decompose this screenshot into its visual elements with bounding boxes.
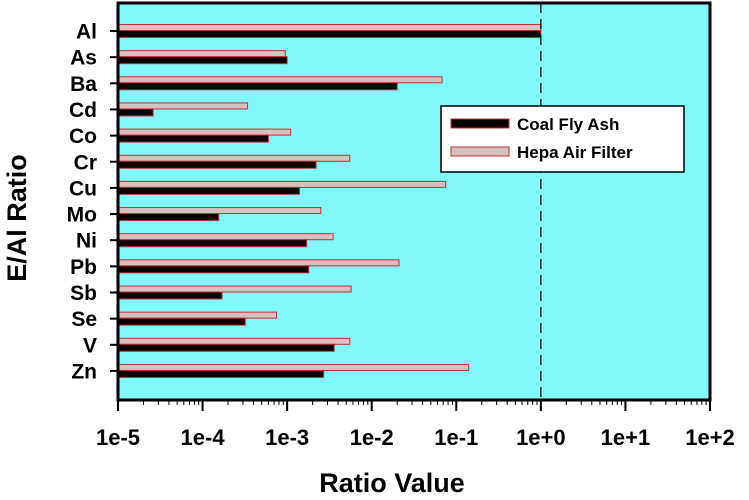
bar-hepa-zn (117, 363, 470, 371)
bar-hepa-sb (117, 285, 352, 293)
bar-coal-cu (117, 186, 301, 195)
x-tick-label: 1e-5 (96, 425, 140, 450)
bar-hepa-as (117, 50, 286, 58)
x-axis-title: Ratio Value (319, 468, 465, 498)
bar-coal-zn (117, 369, 325, 378)
bar-hepa-v (117, 337, 351, 345)
bar-hepa-se (117, 311, 278, 319)
bar-coal-al (117, 30, 542, 38)
bar-hepa-cd (117, 102, 249, 110)
y-axis-categories: Al As Ba Cd Co Cr Cu Mo Ni Pb Sb Se V Zn (67, 21, 118, 383)
bar-coal-mo (117, 213, 220, 222)
category-label-pb: Pb (70, 256, 97, 279)
category-label-co: Co (69, 125, 97, 148)
x-tick-label: 1e-3 (265, 425, 309, 450)
bar-coal-pb (117, 265, 310, 274)
category-label-se: Se (71, 308, 97, 331)
legend-label-hepa-air-filter: Hepa Air Filter (517, 143, 633, 162)
category-label-al: Al (76, 21, 97, 44)
bar-coal-ni (117, 239, 308, 248)
category-label-mo: Mo (67, 204, 97, 227)
category-label-v: V (83, 334, 97, 357)
category-label-ba: Ba (70, 73, 97, 96)
x-tick-label: 1e-2 (350, 425, 394, 450)
x-tick-label: 1e+0 (516, 425, 566, 450)
x-axis-ticks: 1e-5 1e-4 1e-3 1e-2 1e-1 1e+0 1e+1 1e+2 (96, 400, 735, 450)
legend: Coal Fly Ash Hepa Air Filter (440, 105, 685, 173)
bar-hepa-cr (117, 154, 351, 162)
category-label-ni: Ni (76, 230, 97, 253)
x-tick-label: 1e+2 (685, 425, 735, 450)
x-tick-label: 1e-1 (434, 425, 478, 450)
bar-coal-se (117, 317, 246, 326)
bar-hepa-pb (117, 259, 400, 267)
legend-label-coal-fly-ash: Coal Fly Ash (517, 115, 619, 134)
bar-hepa-ba (117, 76, 443, 84)
bar-coal-as (117, 56, 288, 65)
legend-box (440, 105, 685, 173)
bar-coal-v (117, 343, 335, 352)
category-label-sb: Sb (70, 282, 97, 305)
bar-hepa-cu (117, 180, 447, 188)
bar-hepa-al (117, 24, 542, 31)
bar-hepa-co (117, 128, 292, 136)
category-label-cd: Cd (69, 99, 97, 122)
x-tick-label: 1e-4 (181, 425, 226, 450)
category-label-cu: Cu (69, 177, 97, 200)
y-axis-title: E/Al Ratio (2, 154, 32, 282)
legend-swatch-coal-fly-ash (450, 118, 510, 129)
bars-layer (117, 24, 542, 378)
bar-hepa-ni (117, 233, 334, 241)
bar-hepa-mo (117, 207, 322, 215)
bar-coal-cr (117, 160, 317, 169)
plot-area (116, 1, 712, 402)
category-label-as: As (70, 47, 97, 70)
bar-coal-sb (117, 291, 223, 300)
x-tick-label: 1e+1 (601, 425, 651, 450)
legend-swatch-hepa-air-filter (450, 146, 510, 157)
bar-coal-ba (117, 82, 398, 91)
category-label-cr: Cr (74, 151, 97, 174)
bar-coal-cd (117, 108, 154, 117)
plot-frame (116, 1, 712, 402)
bar-coal-co (117, 134, 269, 143)
category-label-zn: Zn (71, 360, 97, 383)
